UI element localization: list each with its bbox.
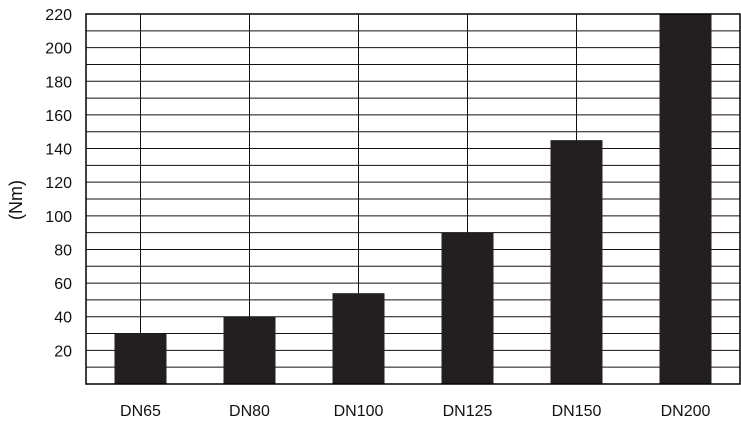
y-tick-label: 40	[54, 310, 72, 327]
x-tick-label: DN80	[229, 403, 270, 420]
x-tick-label: DN100	[334, 403, 384, 420]
bar-dn200	[659, 14, 712, 384]
y-tick-label: 220	[45, 7, 72, 24]
y-tick-label: 140	[45, 142, 72, 159]
y-tick-label: 60	[54, 276, 72, 293]
y-tick-label: 80	[54, 242, 72, 259]
bar-dn100	[332, 293, 385, 384]
bar-dn65	[114, 333, 167, 384]
bar-dn125	[441, 232, 494, 384]
y-tick-label: 20	[54, 343, 72, 360]
y-tick-label: 100	[45, 209, 72, 226]
x-tick-labels: DN65 DN80 DN100 DN125 DN150 DN200	[120, 403, 710, 420]
y-tick-label: 120	[45, 175, 72, 192]
x-tick-label: DN125	[443, 403, 493, 420]
y-tick-label: 160	[45, 108, 72, 125]
x-tick-label: DN150	[552, 403, 602, 420]
x-tick-label: DN65	[120, 403, 161, 420]
bar-dn150	[550, 140, 603, 384]
x-tick-label: DN200	[661, 403, 711, 420]
y-tick-label: 200	[45, 41, 72, 58]
plot-frame	[85, 13, 741, 385]
y-axis-label: (Nm)	[6, 180, 26, 220]
y-tick-labels: 20 40 60 80 100 120 140 160 180 200 220	[45, 7, 72, 360]
bar-dn80	[223, 316, 276, 384]
grid-lines	[86, 14, 740, 384]
y-tick-label: 180	[45, 74, 72, 91]
bars	[114, 14, 712, 384]
plot-border	[85, 13, 741, 385]
